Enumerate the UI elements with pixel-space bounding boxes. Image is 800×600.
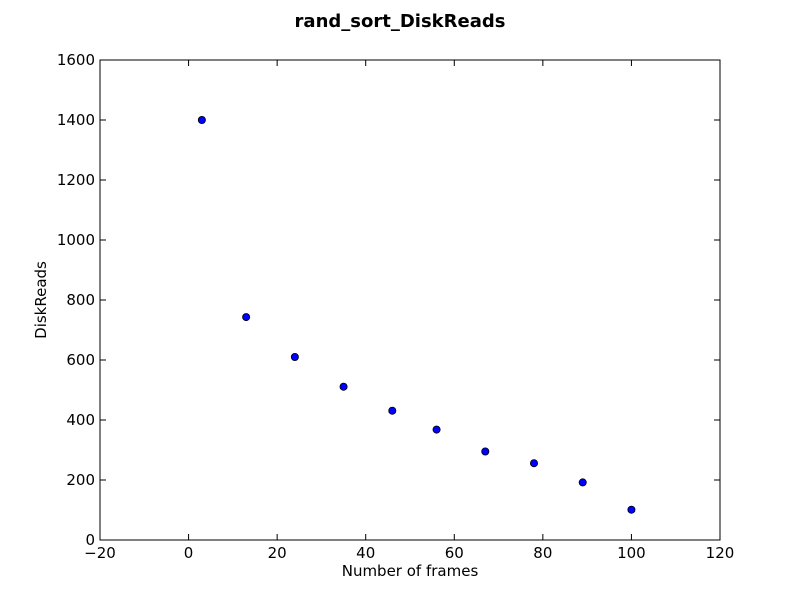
data-point bbox=[578, 478, 587, 487]
data-point bbox=[530, 459, 539, 468]
data-point bbox=[481, 447, 490, 456]
plot-area-frame bbox=[99, 59, 721, 541]
data-point bbox=[388, 406, 397, 415]
x-tick-label: 100 bbox=[617, 544, 646, 562]
y-axis-label: DiskReads bbox=[32, 261, 50, 339]
y-tick-label: 1600 bbox=[57, 51, 95, 69]
x-tick-label: −20 bbox=[84, 544, 116, 562]
tick-labels: −20 0 20 40 60 80 100 1200200400600800100012001… bbox=[57, 51, 735, 562]
y-tick-label: 400 bbox=[66, 411, 95, 429]
data-point bbox=[197, 116, 206, 125]
axis-ticks bbox=[99, 59, 721, 541]
x-tick-label: 120 bbox=[706, 544, 735, 562]
y-tick-label: 600 bbox=[66, 351, 95, 369]
x-tick-label: 0 bbox=[184, 544, 194, 562]
data-point bbox=[432, 425, 441, 434]
y-tick-label: 800 bbox=[66, 291, 95, 309]
chart-title: rand_sort_DiskReads bbox=[295, 11, 506, 32]
y-tick-label: 1000 bbox=[57, 231, 95, 249]
y-tick-label: 200 bbox=[66, 471, 95, 489]
data-point bbox=[627, 505, 636, 514]
data-point bbox=[242, 313, 251, 322]
y-tick-label: 1200 bbox=[57, 171, 95, 189]
x-axis-label: Number of frames bbox=[342, 562, 479, 580]
x-tick-label: 20 bbox=[268, 544, 287, 562]
data-point bbox=[339, 382, 348, 391]
x-tick-label: 60 bbox=[445, 544, 464, 562]
y-tick-label: 1400 bbox=[57, 111, 95, 129]
x-tick-label: 80 bbox=[533, 544, 552, 562]
x-tick-label: 40 bbox=[356, 544, 375, 562]
data-points bbox=[197, 116, 636, 514]
data-point bbox=[290, 352, 299, 361]
y-tick-label: 0 bbox=[85, 531, 95, 549]
